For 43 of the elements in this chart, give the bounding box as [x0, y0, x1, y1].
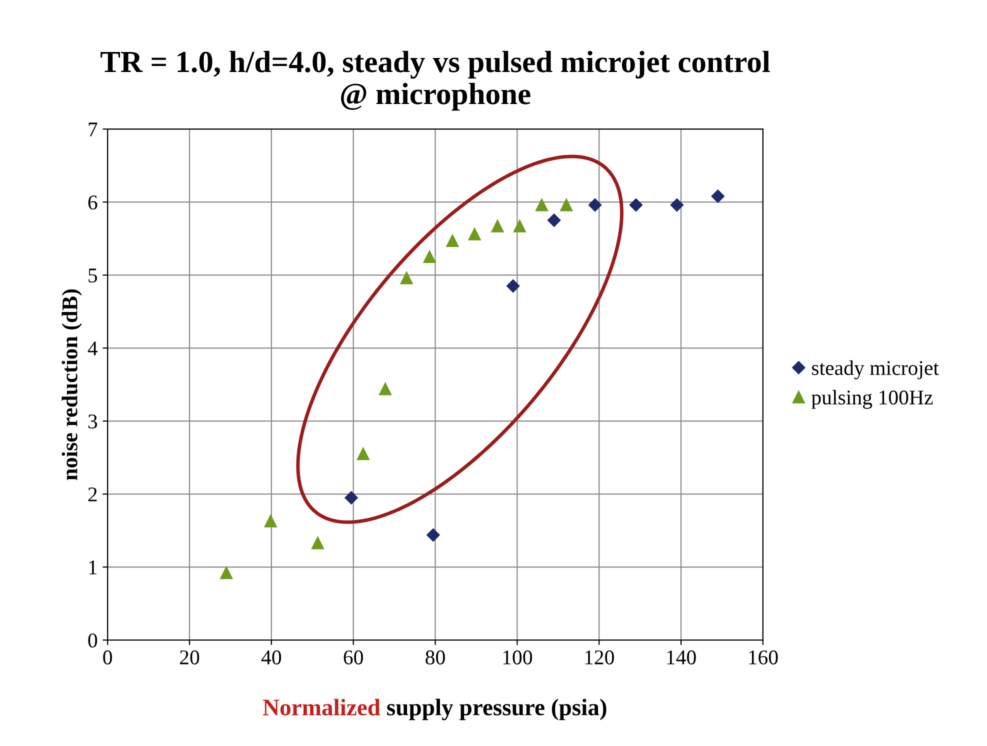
- point: [560, 198, 573, 212]
- y-axis-title: noise reduction (dB): [62, 289, 82, 480]
- point: [446, 234, 459, 247]
- chart-title: TR = 1.0, h/d=4.0, steady vs pulsed microjet control @ microphone: [100, 50, 770, 111]
- y-tick-label: 0: [88, 633, 98, 648]
- x-tick-label: 20: [180, 650, 200, 664]
- x-tick-label: 160: [749, 650, 778, 664]
- point: [356, 448, 370, 460]
- point: [400, 272, 413, 284]
- x-tick-label: 120: [585, 650, 614, 664]
- x-tick-label: 60: [344, 650, 363, 664]
- point: [311, 536, 324, 550]
- point: [536, 198, 548, 212]
- x-tick-label: 0: [103, 650, 112, 664]
- x-tick-label: 80: [426, 650, 445, 664]
- y-tick-label: 7: [88, 122, 98, 136]
- x-tick-label: 100: [503, 650, 532, 664]
- point: [379, 382, 392, 396]
- y-tick-label: 5: [88, 268, 98, 282]
- y-tick-label: 6: [88, 195, 98, 210]
- point: [426, 528, 440, 542]
- x-tick-label: 40: [261, 650, 282, 664]
- y-tick-label: 1: [89, 560, 97, 574]
- point: [588, 198, 602, 212]
- point: [629, 198, 643, 212]
- point: [344, 491, 358, 504]
- point: [547, 214, 561, 227]
- point: [468, 228, 481, 240]
- y-tick-label: 2: [88, 488, 97, 502]
- point: [264, 514, 277, 528]
- point: [491, 220, 504, 232]
- point: [670, 198, 684, 212]
- x-axis-title: Normalized supply pressure (psia): [262, 698, 606, 720]
- x-tick-label: 140: [667, 650, 696, 664]
- point: [423, 250, 436, 264]
- y-tick-label: 3: [88, 414, 98, 428]
- point: [711, 190, 724, 203]
- point: [513, 220, 526, 232]
- point: [220, 566, 233, 580]
- legend-label: pulsing 100Hz: [812, 390, 933, 409]
- legend-label: steady microjet: [812, 360, 939, 380]
- y-tick-label: 4: [88, 342, 98, 356]
- point: [506, 279, 520, 293]
